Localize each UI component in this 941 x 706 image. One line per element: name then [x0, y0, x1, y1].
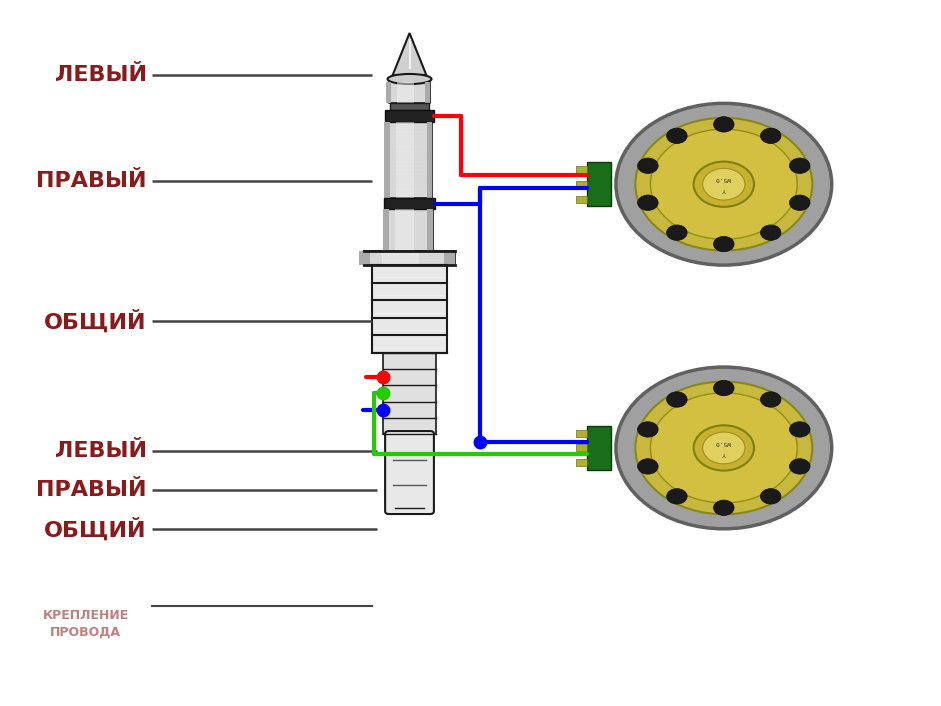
Circle shape: [694, 162, 754, 207]
Text: ОБЩИЙ: ОБЩИЙ: [44, 310, 147, 333]
Bar: [576, 459, 587, 466]
Circle shape: [650, 129, 797, 239]
Bar: [384, 122, 390, 198]
Circle shape: [760, 489, 781, 504]
Circle shape: [666, 392, 687, 407]
Text: W5.0: W5.0: [716, 440, 731, 445]
Circle shape: [638, 459, 658, 474]
Text: ПРАВЫЙ: ПРАВЫЙ: [37, 480, 147, 500]
Ellipse shape: [388, 74, 432, 84]
Bar: [383, 209, 389, 251]
Bar: [587, 162, 612, 206]
Circle shape: [638, 158, 658, 174]
Bar: [587, 426, 612, 470]
Bar: [425, 83, 430, 103]
Circle shape: [760, 225, 781, 240]
Text: КРЕПЛЕНИЕ
ПРОВОДА: КРЕПЛЕНИЕ ПРОВОДА: [42, 609, 129, 638]
Circle shape: [694, 425, 754, 471]
Circle shape: [713, 237, 734, 252]
Bar: [576, 196, 587, 203]
Circle shape: [650, 393, 797, 503]
Circle shape: [666, 128, 687, 143]
Circle shape: [789, 459, 810, 474]
Circle shape: [638, 421, 658, 437]
Bar: [384, 198, 435, 209]
Bar: [383, 353, 436, 434]
Bar: [382, 251, 419, 265]
Circle shape: [635, 382, 812, 514]
Bar: [576, 444, 587, 451]
Bar: [364, 251, 455, 265]
Bar: [426, 122, 432, 198]
Circle shape: [789, 421, 810, 437]
Circle shape: [789, 195, 810, 210]
Bar: [390, 103, 429, 110]
Bar: [387, 122, 432, 198]
Circle shape: [616, 367, 832, 529]
Bar: [576, 181, 587, 188]
Bar: [386, 209, 433, 251]
Bar: [395, 209, 414, 251]
Circle shape: [760, 392, 781, 407]
Circle shape: [789, 158, 810, 174]
Text: Y: Y: [722, 451, 726, 456]
Bar: [576, 429, 587, 436]
Bar: [444, 251, 455, 265]
Circle shape: [638, 195, 658, 210]
Circle shape: [713, 381, 734, 396]
Circle shape: [666, 489, 687, 504]
Circle shape: [616, 103, 832, 265]
Polygon shape: [392, 33, 426, 76]
Text: W5.0: W5.0: [716, 176, 731, 181]
Circle shape: [760, 128, 781, 143]
Bar: [372, 265, 447, 353]
Circle shape: [635, 118, 812, 251]
Bar: [359, 251, 370, 265]
Bar: [389, 83, 430, 103]
Circle shape: [666, 225, 687, 240]
Bar: [427, 209, 433, 251]
Text: ЛЕВЫЙ: ЛЕВЫЙ: [55, 65, 147, 85]
FancyBboxPatch shape: [385, 431, 434, 514]
Circle shape: [713, 116, 734, 132]
Bar: [396, 122, 414, 198]
Circle shape: [703, 432, 745, 464]
Bar: [576, 166, 587, 173]
Bar: [385, 110, 434, 122]
Bar: [397, 83, 414, 103]
Bar: [387, 83, 391, 103]
Text: Y: Y: [722, 187, 726, 193]
Text: ЛЕВЫЙ: ЛЕВЫЙ: [55, 441, 147, 462]
Text: ПРАВЫЙ: ПРАВЫЙ: [37, 171, 147, 191]
Circle shape: [703, 168, 745, 200]
Text: ОБЩИЙ: ОБЩИЙ: [44, 517, 147, 541]
Circle shape: [713, 500, 734, 515]
